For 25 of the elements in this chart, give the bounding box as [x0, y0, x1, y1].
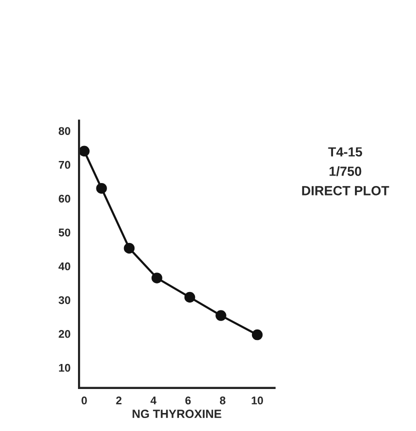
x-tick-label: 2	[116, 396, 122, 404]
point	[96, 182, 107, 194]
point	[79, 146, 90, 157]
y-tick-label: 20	[58, 330, 70, 338]
y-tick-label: 40	[58, 262, 70, 270]
y-tick-label: 30	[58, 296, 70, 304]
y-tick-label: 60	[58, 194, 70, 203]
point	[252, 329, 263, 340]
y-tick-label: 50	[58, 228, 70, 236]
x-tick-label: 0	[82, 396, 87, 404]
x-tick-label: 4	[150, 396, 156, 404]
point	[216, 310, 226, 321]
point	[184, 292, 196, 303]
point	[124, 242, 135, 254]
x-tick-label: 8	[220, 396, 226, 404]
y-tick-label: 70	[58, 160, 70, 169]
y-tick-label: 10	[59, 364, 70, 372]
point	[152, 272, 162, 284]
text: DIRECT PLOT	[302, 186, 390, 196]
x-tick-label: 10	[252, 396, 263, 404]
x-axis-title: NG THYROXINE	[132, 410, 222, 418]
text: T4-15	[328, 147, 362, 157]
x-tick-label: 6	[185, 396, 191, 404]
y-tick-label: 80	[58, 127, 70, 135]
text: 1/750	[330, 166, 362, 176]
